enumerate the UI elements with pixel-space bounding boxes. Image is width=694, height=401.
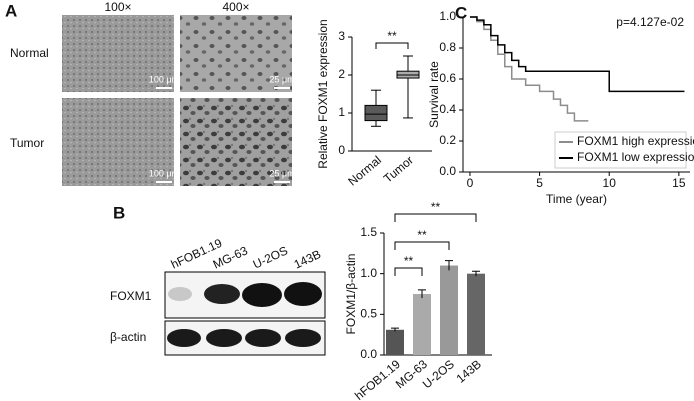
y-tick-label: 0.2	[439, 133, 456, 147]
y-tick-label: 1.5	[360, 225, 377, 239]
significance: **	[387, 29, 397, 43]
blot-band	[167, 329, 201, 347]
x-tick-label: 5	[536, 176, 543, 190]
y-tick-label: 1.0	[360, 266, 377, 280]
y-tick-label: 0.0	[439, 164, 456, 178]
column-label: 400×	[222, 0, 249, 14]
y-tick-label: 0.5	[360, 307, 377, 321]
x-tick-label: Tumor	[381, 153, 416, 186]
blot-band	[245, 329, 281, 347]
y-tick-label: 2	[338, 67, 345, 81]
y-tick-label: 0.6	[439, 71, 456, 85]
row-label: Normal	[10, 46, 49, 60]
scale-bar-label: 25 μm	[269, 74, 294, 84]
x-axis-label: Time (year)	[546, 192, 607, 206]
y-tick-label: 3	[338, 29, 345, 43]
lane-label: 143B	[292, 247, 323, 272]
significance-bracket	[394, 213, 477, 222]
significance: **	[404, 254, 414, 268]
scale-bar-label: 25 μm	[269, 168, 294, 178]
p-value: p=4.127e-02	[616, 15, 684, 29]
blot-row-label: FOXM1	[110, 289, 152, 303]
y-tick-label: 0.4	[439, 102, 456, 116]
x-tick-label: 0	[467, 176, 474, 190]
image-tumor-400x	[180, 98, 292, 186]
y-axis-label: FOXM1/β-actin	[344, 254, 358, 335]
blot-band	[206, 329, 242, 347]
legend-frame	[554, 131, 687, 169]
legend-label: FOXM1 low expression	[577, 150, 694, 164]
panel-label: A	[5, 1, 17, 20]
significance: **	[431, 200, 441, 214]
x-tick-label: 15	[672, 176, 686, 190]
western-blot	[164, 271, 326, 356]
x-tick-label: U-2OS	[420, 357, 457, 391]
scale-bar-label: 100 μm	[149, 168, 179, 178]
blot-band	[285, 329, 321, 347]
image-tumor-100x	[62, 98, 174, 186]
error-bar	[391, 327, 399, 332]
blot-band	[204, 284, 240, 304]
bar	[413, 294, 431, 355]
legend-label: FOXM1 high expression	[577, 134, 694, 148]
image-normal-100x	[62, 15, 174, 92]
y-tick-label: 0.8	[439, 40, 456, 54]
panel-label: B	[113, 203, 125, 222]
y-tick-label: 0.0	[360, 347, 377, 361]
blot-band	[168, 287, 192, 301]
y-tick-label: 1.0	[439, 9, 456, 23]
bar	[440, 265, 458, 355]
row-label: Tumor	[10, 136, 44, 150]
bar	[467, 273, 485, 355]
significance-bracket	[394, 267, 423, 276]
bar	[386, 329, 404, 355]
x-tick-label: 143B	[453, 357, 483, 386]
lane-label: U-2OS	[251, 243, 290, 271]
x-tick-label: Normal	[345, 153, 384, 189]
image-normal-400x	[180, 15, 292, 92]
error-bar	[418, 289, 426, 299]
micrographs	[62, 15, 292, 186]
y-axis-label: Relative FOXM1 expression	[316, 19, 330, 168]
blot-band	[284, 282, 322, 306]
error-bar	[472, 270, 480, 277]
x-tick-label: 10	[603, 176, 617, 190]
column-label: 100×	[104, 0, 131, 14]
y-axis-label: Survival rate	[427, 61, 441, 128]
scale-bar-label: 100 μm	[149, 74, 179, 84]
box	[364, 104, 388, 122]
error-bar	[445, 260, 453, 271]
survival-curve	[469, 16, 589, 122]
blot-row-label: β-actin	[110, 330, 146, 344]
survival-curve	[469, 16, 685, 93]
significance-bracket	[375, 42, 409, 49]
significance: **	[417, 228, 427, 242]
blot-band	[242, 283, 282, 307]
y-tick-label: 1	[338, 105, 345, 119]
panel-label: C	[455, 3, 467, 22]
y-tick-label: 0	[338, 143, 345, 157]
significance-bracket	[394, 241, 450, 250]
